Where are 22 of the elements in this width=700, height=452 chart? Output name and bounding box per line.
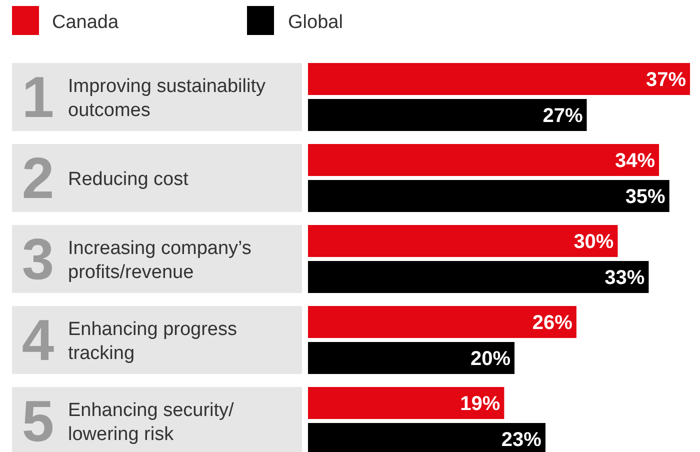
legend-label: Global [288, 12, 343, 33]
legend-label: Canada [52, 12, 119, 33]
data-label: 35% [625, 186, 666, 208]
bar [308, 180, 670, 212]
bar [308, 63, 690, 95]
bar [308, 99, 587, 131]
data-label: 23% [501, 429, 542, 451]
data-label: 37% [646, 69, 686, 91]
y-tick-label: 2 Reducing cost [22, 146, 190, 211]
data-label: 33% [604, 267, 645, 289]
bar [308, 225, 618, 257]
bar [308, 261, 649, 293]
data-label: 30% [574, 231, 614, 253]
data-label: 19% [460, 393, 500, 415]
data-label: 34% [614, 150, 656, 172]
bar [308, 387, 504, 419]
bar [308, 144, 660, 176]
data-label: 26% [532, 312, 573, 334]
data-label: 20% [470, 348, 511, 370]
bar [308, 342, 514, 374]
bar [308, 306, 576, 338]
data-label: 27% [542, 105, 583, 127]
